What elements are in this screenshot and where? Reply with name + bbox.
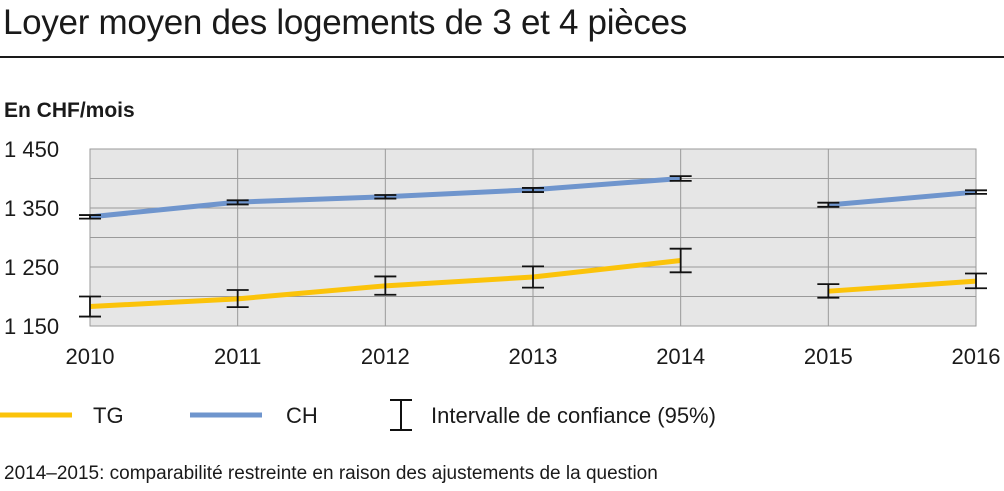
x-tick-label: 2010 (66, 344, 115, 369)
error-bar (522, 187, 544, 193)
x-tick-label: 2013 (509, 344, 558, 369)
error-bar (226, 289, 249, 309)
series-line-tg (828, 278, 977, 294)
legend-label-ch: CH (286, 403, 318, 428)
x-tick-label: 2015 (804, 344, 853, 369)
y-tick-label: 1 250 (4, 255, 59, 280)
legend-label-tg: TG (93, 403, 124, 428)
x-tick-label: 2014 (656, 344, 705, 369)
x-tick-label: 2012 (361, 344, 410, 369)
y-tick-label: 1 150 (4, 314, 59, 339)
error-bar (79, 214, 101, 220)
legend-label-ci: Intervalle de confiance (95%) (431, 403, 716, 428)
line-chart: En CHF/mois 1 150 1 250 1 350 1 450 2010 201… (0, 99, 1001, 431)
footnote: 2014–2015: comparabilité restreinte en r… (4, 463, 658, 484)
error-bar (669, 247, 692, 274)
error-bar (965, 272, 987, 290)
error-bar (669, 175, 692, 182)
series-line-ch (828, 189, 977, 208)
error-bar (374, 194, 397, 200)
x-tick-label: 2016 (952, 344, 1001, 369)
error-bar (965, 189, 987, 195)
y-tick-label: 1 350 (4, 196, 59, 221)
title-rule (0, 56, 1004, 58)
error-bar (522, 265, 544, 289)
y-axis-unit-label: En CHF/mois (4, 99, 135, 122)
chart-title: Loyer moyen des logements de 3 et 4 pièc… (3, 3, 687, 42)
error-bar (226, 199, 249, 206)
error-bar (79, 295, 101, 318)
x-tick-label: 2011 (214, 344, 261, 369)
error-bar (374, 275, 397, 296)
legend-swatch-ci (390, 399, 412, 431)
y-tick-label: 1 450 (4, 137, 59, 162)
error-bar (817, 201, 840, 208)
error-bar (817, 283, 840, 299)
